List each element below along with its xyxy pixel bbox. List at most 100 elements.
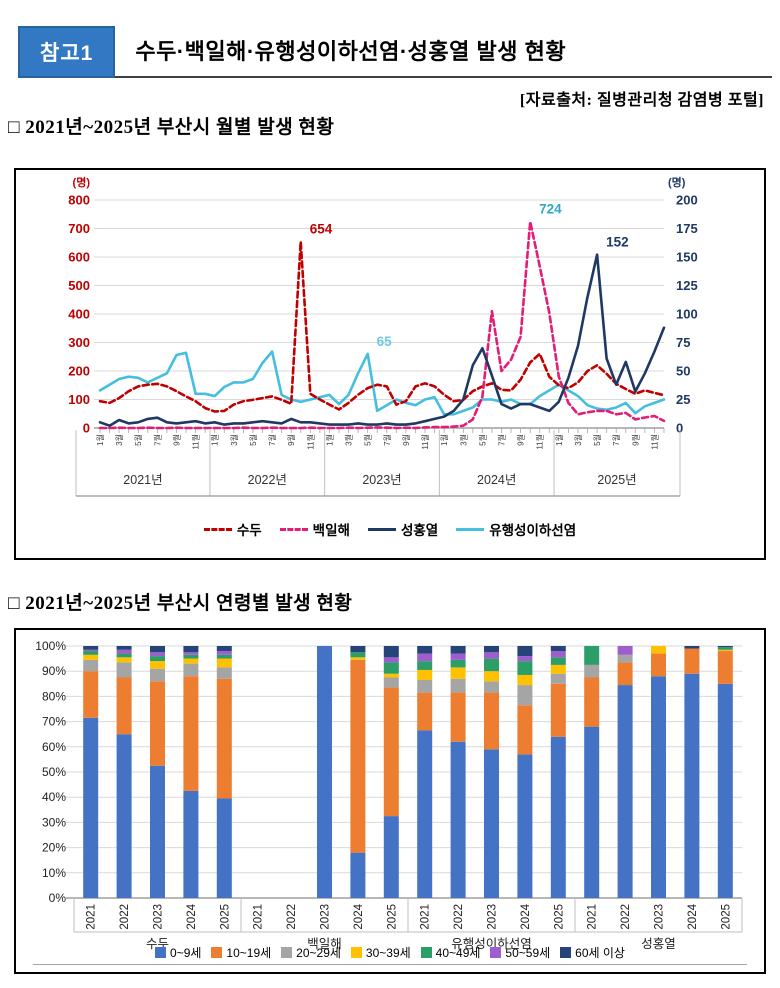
svg-text:11월: 11월	[191, 434, 201, 450]
series-lines	[98, 220, 666, 430]
x-axis-months: 1월 3월 5월 7월 9월 11월 1월 3월 5월 7월 9월 11월 1월 3월 5월 7월 9월 11월 1…	[95, 428, 665, 450]
svg-text:90%: 90%	[42, 664, 66, 678]
svg-text:2025: 2025	[720, 904, 732, 930]
svg-text:2021년: 2021년	[123, 473, 162, 487]
svg-text:1월: 1월	[439, 434, 449, 446]
gridlines	[66, 645, 742, 899]
svg-text:20%: 20%	[42, 841, 66, 855]
svg-text:50%: 50%	[42, 765, 66, 779]
svg-text:9월: 9월	[171, 434, 181, 446]
bar-성홍열-2023	[651, 646, 666, 898]
svg-text:50: 50	[676, 364, 690, 379]
age-legend-label-3: 30~39세	[365, 946, 411, 960]
svg-text:70%: 70%	[42, 715, 66, 729]
svg-text:60%: 60%	[42, 740, 66, 754]
svg-text:11월: 11월	[649, 434, 659, 450]
y-axis-percent: 0% 10% 20% 30% 40% 50% 60% 70% 80% 90% 100%	[35, 639, 66, 905]
bar-수두-2024	[183, 646, 199, 898]
age-legend-swatch-3	[350, 947, 362, 958]
svg-text:2023: 2023	[320, 904, 332, 930]
legend-swatch-3	[456, 527, 485, 531]
legend-swatch-0	[203, 527, 232, 531]
svg-text:7월: 7월	[611, 434, 621, 446]
svg-text:10%: 10%	[42, 866, 66, 880]
svg-text:2022: 2022	[119, 904, 131, 930]
svg-text:700: 700	[68, 221, 90, 236]
age-legend-item-4: 40~49세	[420, 944, 480, 961]
svg-text:2021: 2021	[253, 904, 265, 930]
svg-text:500: 500	[68, 278, 90, 293]
svg-text:100%: 100%	[35, 639, 66, 653]
svg-text:3월: 3월	[458, 434, 468, 446]
line-series-2	[98, 253, 666, 427]
svg-text:0%: 0%	[49, 891, 67, 905]
svg-text:2023: 2023	[487, 904, 499, 930]
age-legend-item-0: 0~9세	[155, 944, 201, 961]
monthly-line-chart-box: (명) 0 100 200 300 400 500 600 700 800 (명) 0 25 50 75 10…	[14, 168, 766, 560]
svg-text:2021: 2021	[86, 904, 98, 930]
line-series-3	[98, 350, 666, 416]
svg-text:2025: 2025	[219, 904, 231, 930]
svg-text:2023년: 2023년	[362, 473, 401, 487]
svg-text:7월: 7월	[496, 434, 506, 446]
title-underline: 수두·백일해·유행성이하선염·성홍열 발생 현황	[115, 26, 772, 78]
age-bar-chart-box: 0% 10% 20% 30% 40% 50% 60% 70% 80% 90% 100% 2021 202…	[14, 628, 766, 974]
svg-text:2025: 2025	[386, 904, 398, 930]
svg-text:1월: 1월	[210, 434, 220, 446]
svg-text:1월: 1월	[95, 434, 105, 446]
svg-text:3월: 3월	[344, 434, 354, 446]
svg-text:(명): (명)	[668, 175, 686, 189]
age-legend-swatch-1	[211, 947, 223, 958]
data-labels: 654 724 65 152	[310, 202, 629, 349]
svg-text:5월: 5월	[248, 434, 258, 446]
svg-text:2024: 2024	[520, 903, 532, 929]
svg-text:30%: 30%	[42, 815, 66, 829]
line-chart-legend: 수두 백일해 성홍열 유행성이하선염	[16, 514, 764, 544]
svg-text:3월: 3월	[229, 434, 239, 446]
svg-text:0: 0	[83, 421, 90, 436]
bar-성홍열-2024	[684, 646, 700, 898]
svg-text:100: 100	[68, 392, 90, 407]
svg-text:2024: 2024	[353, 903, 365, 929]
svg-text:9월: 9월	[516, 434, 526, 446]
y-axis-right: (명) 0 25 50 75 100 125 150 175 200	[668, 175, 698, 436]
bar-유행성이하선염-2021	[417, 646, 433, 898]
legend-label-2: 성홍열	[400, 523, 439, 538]
svg-text:11월: 11월	[420, 434, 430, 450]
svg-text:5월: 5월	[592, 434, 602, 446]
x-axis-years: 2021 2022 2023 2024 2025 2021 2022 2023 2024 2025…	[86, 903, 733, 929]
bar-수두-2025	[216, 646, 232, 898]
svg-text:1월: 1월	[324, 434, 334, 446]
bar-성홍열-2022	[617, 646, 633, 898]
svg-text:7월: 7월	[382, 434, 392, 446]
svg-text:2022: 2022	[286, 904, 298, 930]
legend-item-0: 수두	[203, 519, 262, 539]
document-header: 참고1 수두·백일해·유행성이하선염·성홍열 발생 현황	[18, 26, 772, 78]
line-series-1	[98, 220, 666, 430]
data-source-note: [자료출처: 질병관리청 감염병 포털]	[519, 92, 764, 109]
svg-text:7월: 7월	[152, 434, 162, 446]
bar-유행성이하선염-2022	[450, 646, 466, 898]
monthly-line-chart: (명) 0 100 200 300 400 500 600 700 800 (명) 0 25 50 75 10…	[68, 175, 698, 497]
bar-백일해-2025	[383, 646, 399, 898]
annotation-152: 152	[606, 235, 629, 250]
svg-text:75: 75	[676, 335, 690, 350]
bar-성홍열-2025	[717, 646, 733, 898]
svg-text:9월: 9월	[630, 434, 640, 446]
svg-text:2022: 2022	[453, 904, 465, 930]
svg-text:9월: 9월	[401, 434, 411, 446]
svg-text:2024년: 2024년	[477, 473, 516, 487]
svg-text:2023: 2023	[654, 904, 666, 930]
svg-text:150: 150	[676, 250, 698, 265]
svg-text:2021: 2021	[587, 904, 599, 930]
stacked-bars	[83, 646, 733, 898]
bar-유행성이하선염-2024	[517, 646, 533, 898]
legend-swatch-1	[279, 527, 308, 531]
svg-text:2025년: 2025년	[597, 473, 636, 487]
age-legend-item-1: 10~19세	[211, 944, 271, 961]
svg-text:80%: 80%	[42, 689, 66, 703]
svg-text:9월: 9월	[286, 434, 296, 446]
bar-수두-2022	[116, 646, 132, 898]
bar-유행성이하선염-2023	[484, 646, 499, 898]
